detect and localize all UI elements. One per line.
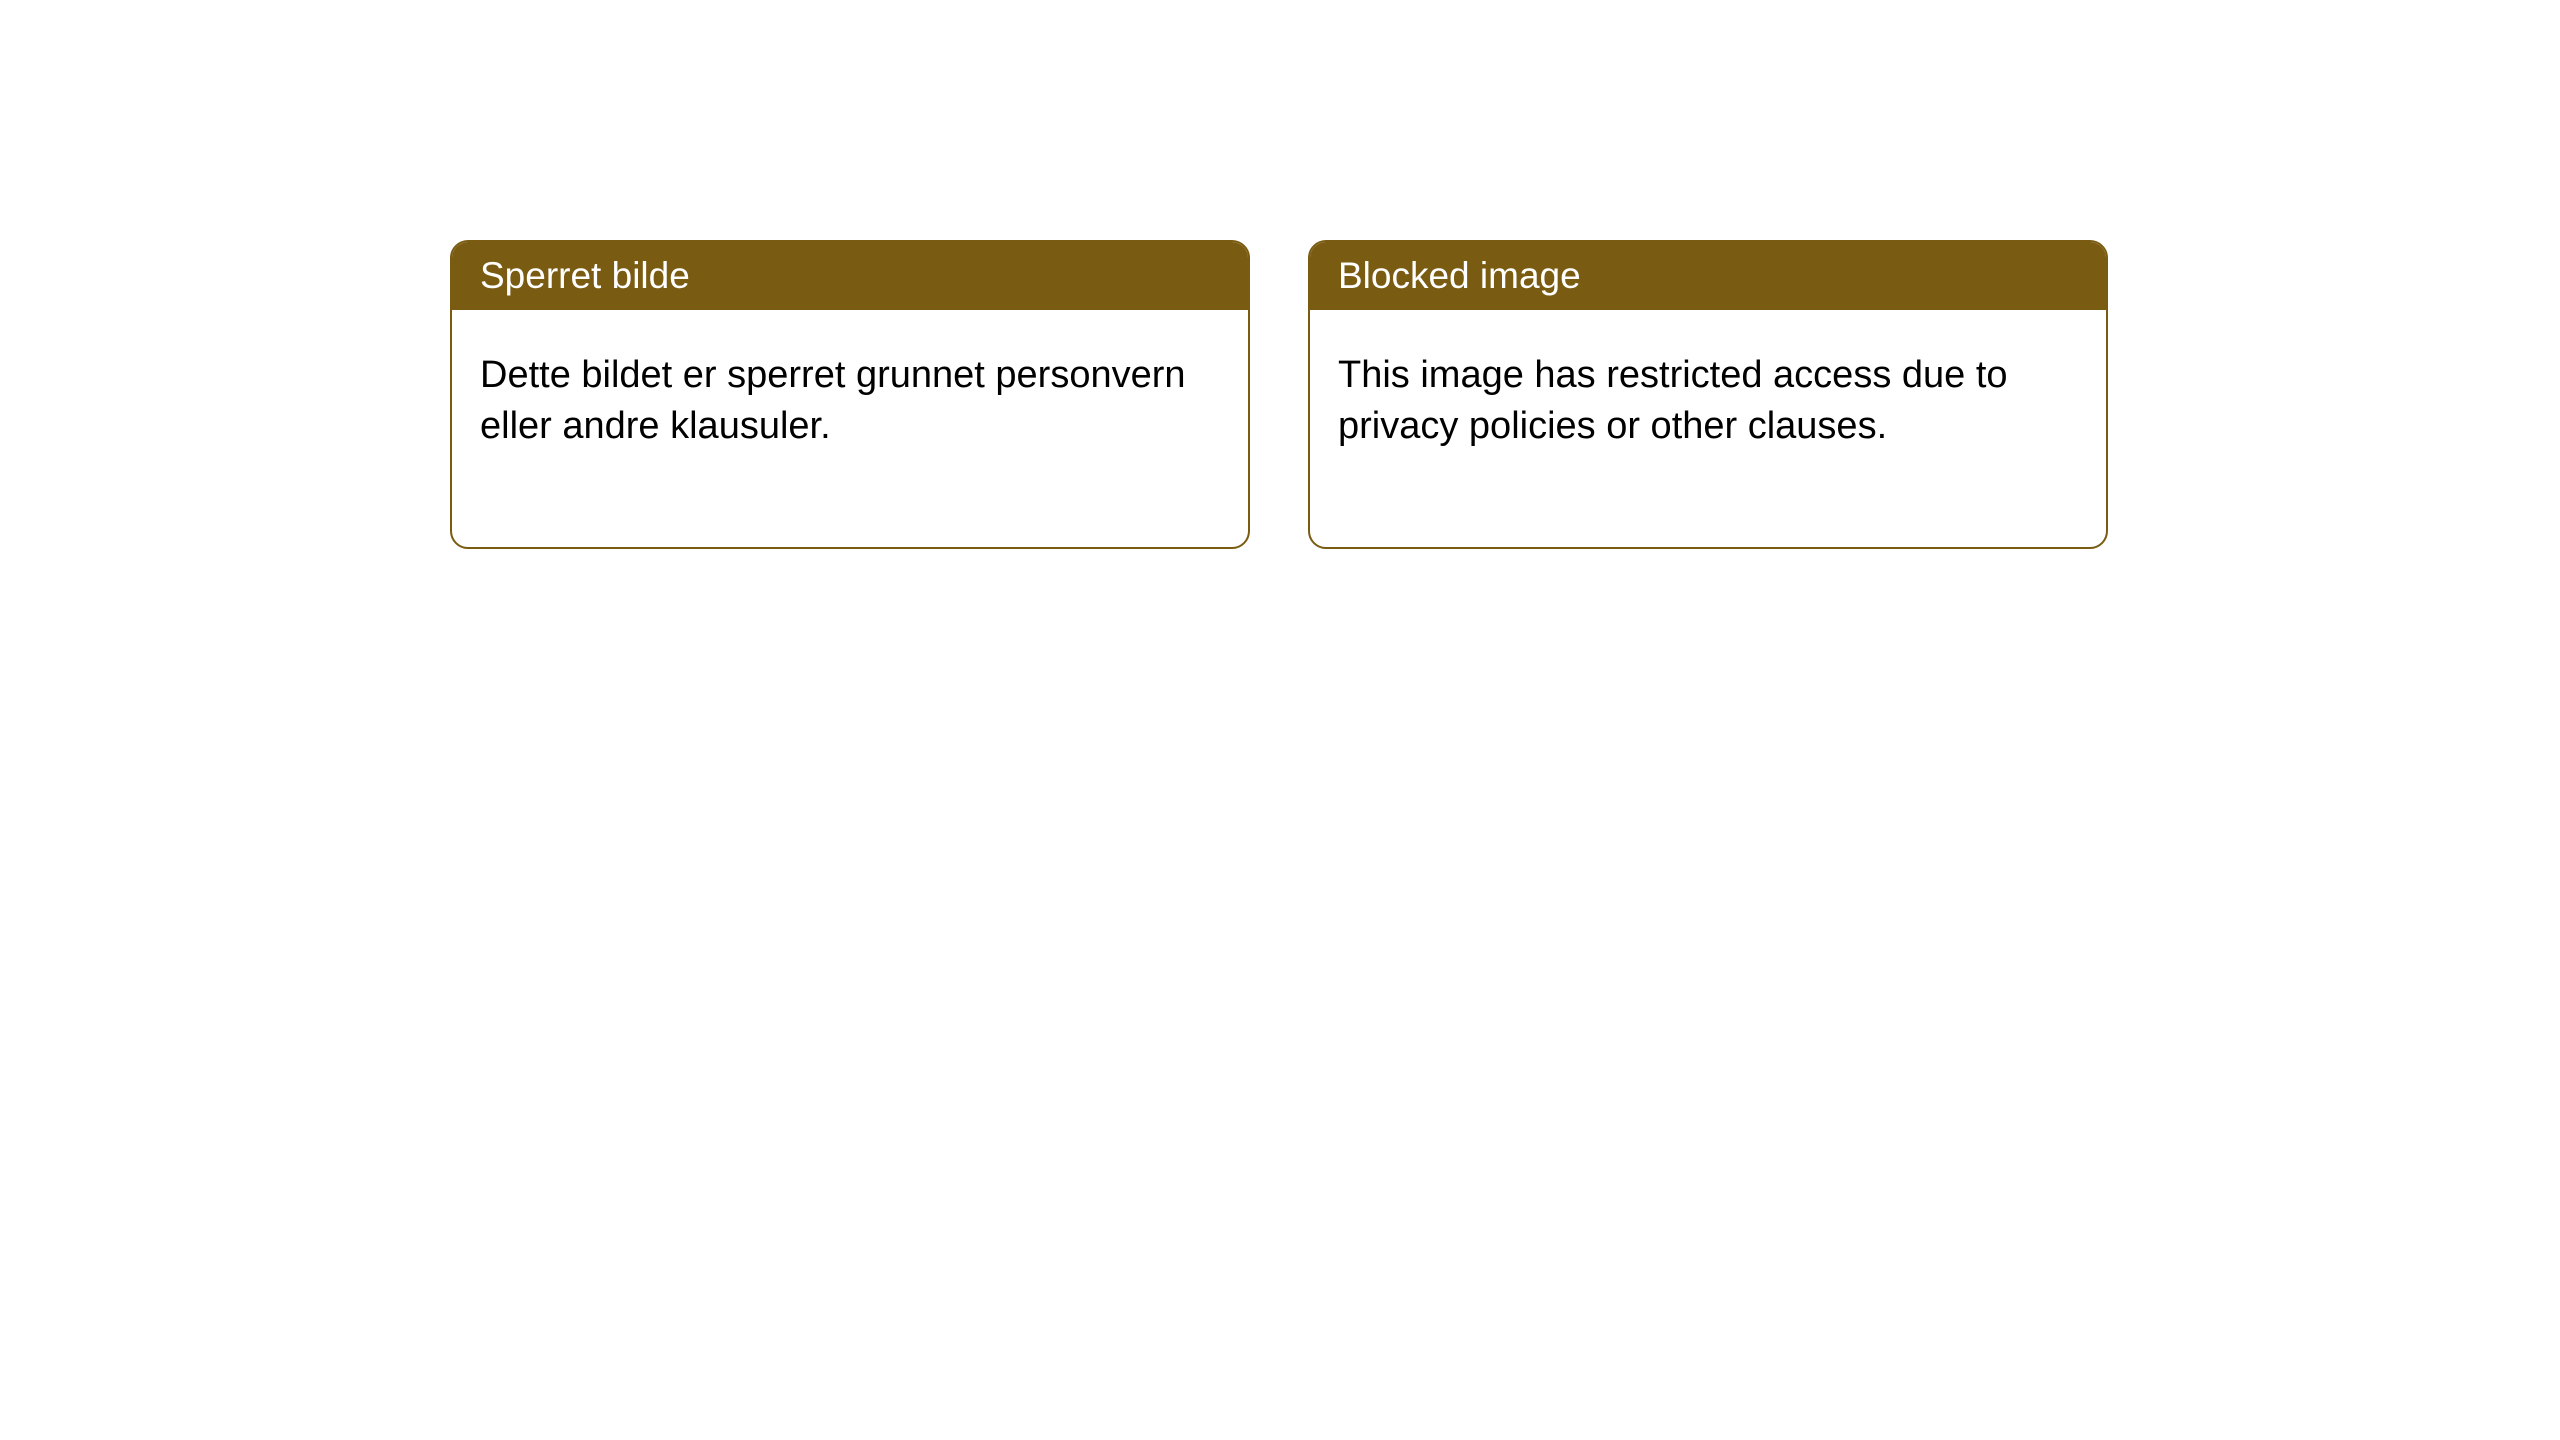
cards-container: Sperret bilde Dette bildet er sperret gr… (450, 240, 2560, 549)
card-body: This image has restricted access due to … (1310, 310, 2106, 547)
card-title: Sperret bilde (480, 255, 690, 296)
card-header: Sperret bilde (452, 242, 1248, 310)
card-body-text: Dette bildet er sperret grunnet personve… (480, 354, 1186, 447)
card-body-text: This image has restricted access due to … (1338, 354, 2008, 447)
card-body: Dette bildet er sperret grunnet personve… (452, 310, 1248, 547)
blocked-image-card-en: Blocked image This image has restricted … (1308, 240, 2108, 549)
card-header: Blocked image (1310, 242, 2106, 310)
blocked-image-card-no: Sperret bilde Dette bildet er sperret gr… (450, 240, 1250, 549)
card-title: Blocked image (1338, 255, 1581, 296)
